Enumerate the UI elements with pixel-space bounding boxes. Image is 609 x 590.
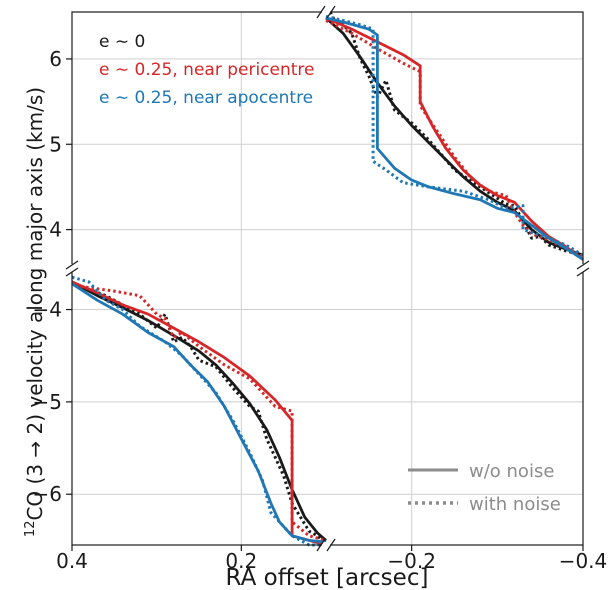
axis-break-slash: [326, 5, 336, 19]
series-left-black-dotted: [71, 282, 328, 547]
x-tick-label-right: −0.4: [559, 549, 608, 573]
legend-label-dotted: with noise: [469, 494, 561, 515]
series-layer: [71, 11, 584, 547]
axes-layer: [65, 5, 590, 552]
series-left-blue-solid: [71, 282, 327, 544]
y-tick-label-right: 5: [49, 132, 62, 156]
axis-break-gap: [69, 264, 75, 272]
y-tick-label-left: −5: [33, 390, 62, 414]
annotation-apocentre: e ∼ 0.25, near apocentre: [99, 88, 313, 108]
x-tick-label-left: 0.2: [225, 549, 257, 573]
legend: w/o noise with noise: [408, 461, 561, 515]
series-right-blue-dotted: [325, 14, 584, 257]
annotation-e0: e ∼ 0: [99, 32, 145, 52]
axis-break-slash: [65, 260, 79, 270]
axis-break-slash: [316, 538, 326, 552]
series-left-black-solid: [71, 280, 327, 542]
axis-break-slash: [65, 267, 79, 277]
axis-break-gap: [580, 264, 586, 272]
y-axis-label-main: CO (3 → 2) velocity along major axis (km…: [23, 87, 47, 521]
axis-break-slash: [316, 5, 326, 19]
y-axis-label-superscript: 12: [23, 521, 38, 538]
series-right-blue-solid: [325, 16, 584, 261]
model-annotations: e ∼ 0 e ∼ 0.25, near pericentre e ∼ 0.25…: [99, 32, 315, 108]
x-axis-label: RA offset [arcsec]: [226, 565, 429, 590]
axis-break-gap: [322, 9, 330, 15]
series-left-red-dotted: [80, 285, 327, 542]
axis-break-slash: [576, 260, 590, 270]
series-right-black-dotted: [328, 11, 584, 257]
series-left-red-solid: [71, 280, 327, 547]
series-left-blue-dotted: [71, 275, 326, 547]
axis-break-slash: [576, 267, 590, 277]
ticks-layer: 0.4 0.2 −4 −5 −6 −0.2 −0.4 6 5 4: [33, 47, 608, 573]
y-tick-label-right: 6: [49, 47, 62, 71]
series-right-red-solid: [325, 16, 584, 261]
y-tick-label-left: −6: [33, 482, 62, 506]
y-tick-label-right: 4: [49, 218, 62, 242]
x-tick-label-left: 0.4: [56, 549, 88, 573]
axis-break-gap: [322, 542, 330, 548]
y-axis-label: 12CO (3 → 2) velocity along major axis (…: [23, 87, 47, 537]
series-right-red-dotted: [325, 19, 584, 259]
x-tick-label-right: −0.2: [387, 549, 436, 573]
axis-break-slash: [326, 538, 336, 552]
annotation-pericentre: e ∼ 0.25, near pericentre: [99, 60, 315, 80]
y-tick-label-left: −4: [33, 298, 62, 322]
legend-label-solid: w/o noise: [469, 461, 554, 482]
series-right-black-solid: [325, 16, 584, 257]
